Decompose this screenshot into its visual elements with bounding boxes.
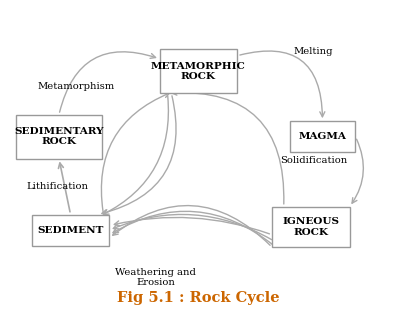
FancyArrowPatch shape bbox=[172, 90, 284, 204]
FancyArrowPatch shape bbox=[113, 211, 274, 245]
FancyArrowPatch shape bbox=[114, 217, 269, 234]
FancyArrowPatch shape bbox=[240, 51, 325, 117]
Text: Metamorphism: Metamorphism bbox=[38, 82, 115, 91]
Text: Melting: Melting bbox=[293, 47, 333, 55]
FancyBboxPatch shape bbox=[290, 121, 356, 152]
Text: SEDIMENT: SEDIMENT bbox=[38, 226, 104, 235]
Text: Fig 5.1 : Rock Cycle: Fig 5.1 : Rock Cycle bbox=[117, 291, 280, 305]
Text: Solidification: Solidification bbox=[280, 156, 347, 165]
FancyArrowPatch shape bbox=[352, 139, 363, 203]
Text: METAMORPHIC
ROCK: METAMORPHIC ROCK bbox=[151, 61, 246, 81]
FancyArrowPatch shape bbox=[102, 93, 169, 212]
FancyArrowPatch shape bbox=[103, 96, 168, 214]
Text: Lithification: Lithification bbox=[26, 182, 88, 191]
Text: MAGMA: MAGMA bbox=[299, 132, 346, 141]
FancyBboxPatch shape bbox=[272, 207, 350, 247]
FancyArrowPatch shape bbox=[58, 163, 70, 212]
Text: IGNEOUS
ROCK: IGNEOUS ROCK bbox=[282, 217, 339, 237]
FancyBboxPatch shape bbox=[32, 215, 109, 246]
Text: Weathering and
Erosion: Weathering and Erosion bbox=[115, 268, 196, 287]
FancyBboxPatch shape bbox=[16, 115, 102, 158]
FancyArrowPatch shape bbox=[113, 214, 272, 240]
Text: SEDIMENTARY
ROCK: SEDIMENTARY ROCK bbox=[14, 127, 103, 146]
FancyBboxPatch shape bbox=[160, 49, 237, 93]
FancyArrowPatch shape bbox=[102, 96, 176, 215]
FancyArrowPatch shape bbox=[113, 205, 270, 245]
FancyArrowPatch shape bbox=[60, 52, 156, 112]
